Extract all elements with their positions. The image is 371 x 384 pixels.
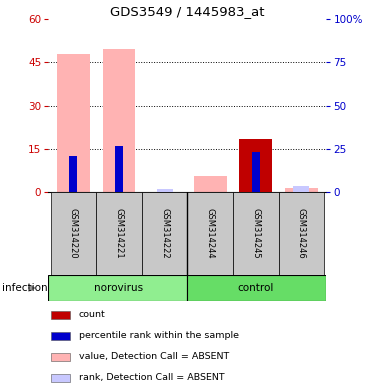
Text: GSM314246: GSM314246 <box>297 208 306 259</box>
Text: count: count <box>79 310 106 319</box>
Bar <box>279 192 324 275</box>
Bar <box>233 192 279 275</box>
Bar <box>51 374 70 382</box>
Bar <box>115 146 123 192</box>
Bar <box>51 353 70 361</box>
Bar <box>51 332 70 340</box>
Text: GSM314222: GSM314222 <box>160 208 169 258</box>
Bar <box>50 192 96 275</box>
Bar <box>48 275 187 301</box>
Text: percentile rank within the sample: percentile rank within the sample <box>79 331 239 340</box>
Text: GSM314221: GSM314221 <box>114 208 124 258</box>
Text: GSM314244: GSM314244 <box>206 208 215 258</box>
Bar <box>252 152 260 192</box>
Title: GDS3549 / 1445983_at: GDS3549 / 1445983_at <box>110 5 265 18</box>
Bar <box>293 186 309 192</box>
Bar <box>194 176 227 192</box>
Bar <box>69 156 78 192</box>
Bar <box>157 189 173 192</box>
Bar <box>187 275 326 301</box>
Bar <box>102 50 135 192</box>
Text: control: control <box>237 283 274 293</box>
Text: infection: infection <box>2 283 47 293</box>
Text: rank, Detection Call = ABSENT: rank, Detection Call = ABSENT <box>79 373 224 382</box>
Bar <box>187 192 233 275</box>
Bar <box>239 139 272 192</box>
Bar <box>51 311 70 319</box>
Bar <box>142 192 187 275</box>
Text: value, Detection Call = ABSENT: value, Detection Call = ABSENT <box>79 352 229 361</box>
Bar <box>96 192 142 275</box>
Text: GSM314245: GSM314245 <box>251 208 260 258</box>
Text: GSM314220: GSM314220 <box>69 208 78 258</box>
Bar <box>285 188 318 192</box>
Text: norovirus: norovirus <box>94 283 144 293</box>
Bar <box>57 54 90 192</box>
